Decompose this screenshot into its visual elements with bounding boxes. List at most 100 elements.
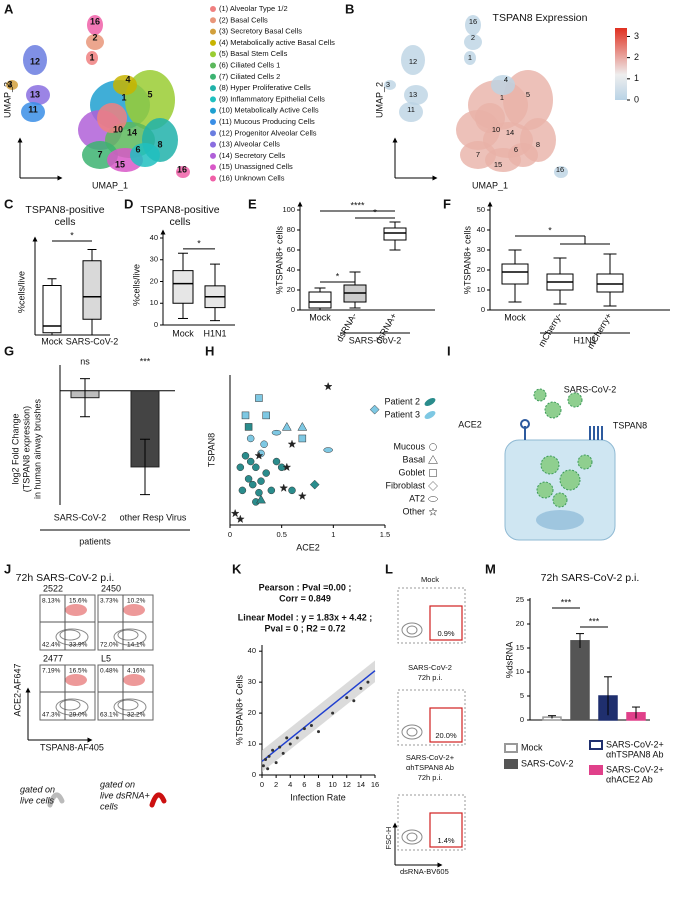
umap-cluster: [86, 34, 104, 50]
legend-symbol: [428, 507, 438, 516]
point: [236, 463, 245, 472]
point: [278, 745, 282, 749]
plot-title: 72h p.i.: [418, 673, 443, 682]
point: [261, 764, 265, 768]
legend-swatch: [210, 175, 216, 182]
gate: [429, 605, 463, 641]
umap-cluster: [87, 15, 103, 35]
y-axis-label: in human airway brushes: [32, 398, 42, 499]
x-axis-label: UMAP_1: [472, 180, 508, 190]
point: [257, 477, 265, 485]
y-tick-label: 100: [282, 205, 295, 214]
flow-plot: [397, 794, 466, 851]
flow-plot: [397, 587, 466, 644]
point: [244, 423, 253, 431]
y-tick-label: 0: [481, 305, 485, 314]
colorbar-tick-label: 1: [634, 73, 639, 83]
legend-swatch: [210, 119, 216, 125]
quadrant-label: 8.13%: [42, 598, 61, 605]
quadrant-label: 63.1%: [100, 712, 119, 719]
point: [246, 457, 255, 466]
y-tick-label: 80: [287, 225, 295, 234]
umap-cluster: [86, 51, 98, 65]
quadrant-label: 3.73%: [100, 598, 119, 605]
plot-label: 2450: [101, 583, 121, 593]
colorbar-tick-label: 3: [634, 31, 639, 41]
gate-label: 0.9%: [437, 629, 454, 638]
umap-cluster: [384, 80, 396, 90]
cluster-label: 5: [147, 89, 152, 99]
x-tick-label: Mock: [172, 328, 194, 338]
point: [241, 411, 250, 420]
legend-swatch: [210, 130, 216, 137]
box: [501, 263, 529, 285]
contour: [401, 829, 423, 845]
point: [266, 767, 270, 771]
colorbar-tick-label: 0: [634, 94, 639, 104]
cluster-label: 10: [113, 124, 123, 134]
point: [352, 699, 356, 703]
point: [323, 447, 333, 453]
umap-cluster: [130, 143, 160, 167]
colorbar-tick-label: 2: [634, 52, 639, 62]
gate: [429, 812, 463, 848]
legend-label: (4) Metabolically active Basal Cells: [219, 38, 335, 47]
bar: [570, 640, 590, 721]
y-tick-label: 10: [150, 298, 158, 307]
legend-swatch: [424, 398, 436, 406]
point: [241, 452, 250, 460]
legend-label: (5) Basal Stem Cells: [219, 49, 288, 58]
y-axis-label: %cells/live: [131, 264, 141, 306]
plot-label: 2477: [43, 653, 63, 663]
cluster-label: 8: [157, 139, 162, 149]
y-axis-label: ACE2-AF647: [12, 663, 22, 716]
y-tick-label: 40: [287, 265, 295, 274]
panel-letter: G: [4, 343, 14, 358]
gate: [429, 707, 463, 743]
significance: ***: [140, 356, 151, 366]
annotation: Corr = 0.849: [279, 593, 331, 603]
cluster-label: 16: [469, 17, 477, 26]
receptor-label: ACE2: [458, 419, 482, 429]
legend-label: live dsRNA+: [100, 790, 150, 800]
contour: [55, 698, 89, 716]
y-tick-label: 20: [248, 708, 256, 717]
y-tick-label: 10: [516, 667, 524, 676]
point: [267, 754, 271, 758]
cluster-label: 11: [407, 105, 415, 114]
plot-title: SARS-CoV-2+: [406, 753, 455, 762]
chart-title: cells: [54, 216, 75, 228]
legend-label: (6) Ciliated Cells 1: [219, 60, 280, 69]
legend-swatch: [210, 6, 216, 12]
annotation: Linear Model : y = 1.83x + 4.42 ;: [238, 612, 373, 622]
x-tick-label: other Resp Virus: [120, 512, 187, 522]
x-tick-label: 12: [343, 780, 351, 789]
panel-letter: D: [124, 196, 133, 211]
legend-label: (15) Unassigned Cells: [219, 162, 293, 171]
y-tick-label: 30: [150, 255, 158, 264]
annotation: Pval = 0 ; R2 = 0.72: [264, 623, 345, 633]
contour: [406, 832, 418, 842]
cluster-label: 12: [409, 57, 417, 66]
legend-label: Basal: [402, 454, 425, 464]
x-tick-label: mCherry-: [536, 311, 563, 348]
x-axis-label: ACE2: [296, 542, 320, 552]
plot-title: Mock: [421, 575, 439, 584]
y-tick-label: 20: [516, 619, 524, 628]
umap-cluster: [554, 166, 568, 178]
plot-label: 2522: [43, 583, 63, 593]
point: [262, 411, 270, 420]
point: [255, 488, 263, 497]
significance: ****: [350, 200, 365, 210]
cluster-label: 7: [97, 149, 102, 159]
panel-letter: F: [443, 196, 451, 211]
point: [309, 479, 320, 490]
x-tick-label: H1N1: [203, 328, 226, 338]
gate-label: 20.0%: [435, 731, 457, 740]
point: [288, 486, 296, 495]
point: [256, 494, 266, 504]
x-tick-label: 2: [274, 780, 278, 789]
legend-label: cells: [100, 801, 119, 811]
point: [302, 727, 306, 731]
legend-label: (11) Mucous Producing Cells: [219, 117, 315, 126]
